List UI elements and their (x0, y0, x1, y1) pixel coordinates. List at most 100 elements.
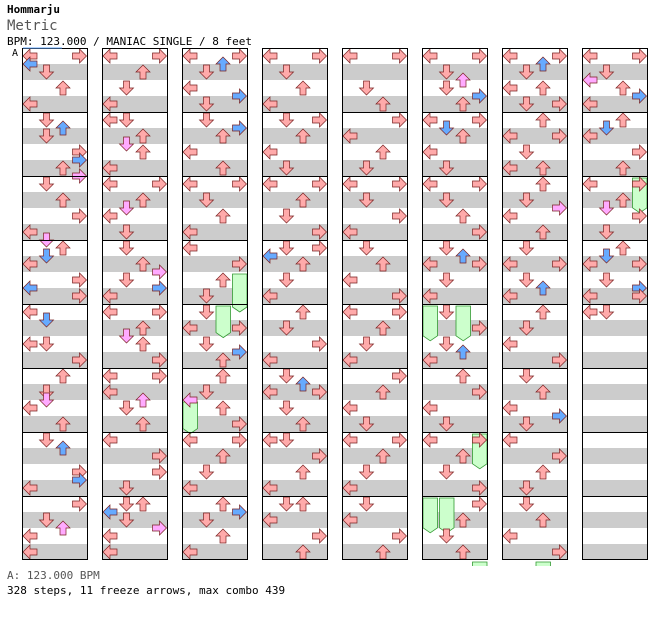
beat-stripe (422, 384, 488, 400)
beat-stripe (502, 160, 568, 176)
beat-stripe (182, 256, 248, 272)
beat-stripe (582, 288, 648, 304)
beat-stripe (22, 160, 88, 176)
beat-stripe (22, 224, 88, 240)
beat-stripe (582, 320, 648, 336)
beat-stripe (102, 64, 168, 80)
beat-stripe (262, 352, 328, 368)
beat-stripe (102, 192, 168, 208)
beat-stripe (102, 384, 168, 400)
beat-stripe (582, 64, 648, 80)
beat-stripe (582, 192, 648, 208)
beat-stripe (102, 512, 168, 528)
beat-stripe (102, 288, 168, 304)
beat-stripe (182, 512, 248, 528)
beat-stripe (342, 512, 408, 528)
bpm-marker-label: A (12, 48, 18, 59)
beat-stripe (102, 448, 168, 464)
beat-stripe (422, 416, 488, 432)
beat-stripe (22, 128, 88, 144)
chart-column-5 (342, 48, 408, 560)
beat-stripe (342, 352, 408, 368)
freeze-arrow (422, 497, 438, 534)
beat-stripe (22, 96, 88, 112)
beat-stripe (262, 64, 328, 80)
beat-stripe (582, 160, 648, 176)
beat-stripe (22, 480, 88, 496)
beat-stripe (262, 416, 328, 432)
beat-stripe (582, 224, 648, 240)
beat-stripe (22, 448, 88, 464)
beat-stripe (102, 96, 168, 112)
beat-stripe (22, 192, 88, 208)
bpm-marker: A (12, 47, 62, 59)
beat-stripe (342, 96, 408, 112)
beat-stripe (582, 96, 648, 112)
beat-stripe (582, 544, 648, 560)
beat-stripe (342, 192, 408, 208)
beat-stripe (22, 544, 88, 560)
beat-stripe (422, 64, 488, 80)
beat-stripe (342, 480, 408, 496)
beat-stripe (182, 480, 248, 496)
beat-stripe (342, 256, 408, 272)
beat-stripe (342, 448, 408, 464)
beat-stripe (182, 64, 248, 80)
beat-stripe (342, 320, 408, 336)
beat-stripe (342, 416, 408, 432)
beat-stripe (22, 384, 88, 400)
beat-stripe (262, 128, 328, 144)
beat-stripe (502, 480, 568, 496)
beat-stripe (422, 128, 488, 144)
beat-stripe (502, 64, 568, 80)
beat-stripe (22, 64, 88, 80)
beat-stripe (582, 480, 648, 496)
freeze-arrow (232, 273, 248, 313)
beat-stripe (182, 320, 248, 336)
beat-stripe (502, 128, 568, 144)
beat-stripe (102, 256, 168, 272)
step-statistics: 328 steps, 11 freeze arrows, max combo 4… (7, 584, 286, 597)
beat-stripe (582, 384, 648, 400)
beat-stripe (182, 160, 248, 176)
beat-stripe (342, 544, 408, 560)
song-artist: Hommarju (7, 3, 60, 16)
freeze-arrow (215, 305, 231, 339)
beat-stripe (102, 480, 168, 496)
beat-stripe (422, 96, 488, 112)
beat-stripe (182, 128, 248, 144)
beat-stripe (262, 224, 328, 240)
beat-stripe (422, 512, 488, 528)
beat-stripe (22, 288, 88, 304)
beat-stripe (422, 544, 488, 560)
beat-stripe (342, 384, 408, 400)
beat-stripe (502, 224, 568, 240)
beat-stripe (502, 384, 568, 400)
beat-stripe (102, 128, 168, 144)
beat-stripe (262, 448, 328, 464)
beat-stripe (22, 320, 88, 336)
beat-stripe (262, 160, 328, 176)
beat-stripe (582, 352, 648, 368)
beat-stripe (102, 160, 168, 176)
beat-stripe (502, 256, 568, 272)
beat-stripe (22, 416, 88, 432)
beat-stripe (342, 128, 408, 144)
beat-stripe (422, 320, 488, 336)
beat-stripe (502, 352, 568, 368)
beat-stripe (422, 352, 488, 368)
beat-stripe (102, 544, 168, 560)
beat-stripe (182, 352, 248, 368)
beat-stripe (502, 544, 568, 560)
beat-stripe (502, 448, 568, 464)
beat-stripe (262, 512, 328, 528)
freeze-arrow (535, 561, 551, 566)
beat-stripe (22, 512, 88, 528)
beat-stripe (262, 288, 328, 304)
beat-stripe (342, 160, 408, 176)
beat-stripe (102, 320, 168, 336)
beat-stripe (182, 192, 248, 208)
bpm-summary: A: 123.000 BPM (7, 569, 100, 582)
beat-stripe (262, 384, 328, 400)
beat-stripe (582, 448, 648, 464)
